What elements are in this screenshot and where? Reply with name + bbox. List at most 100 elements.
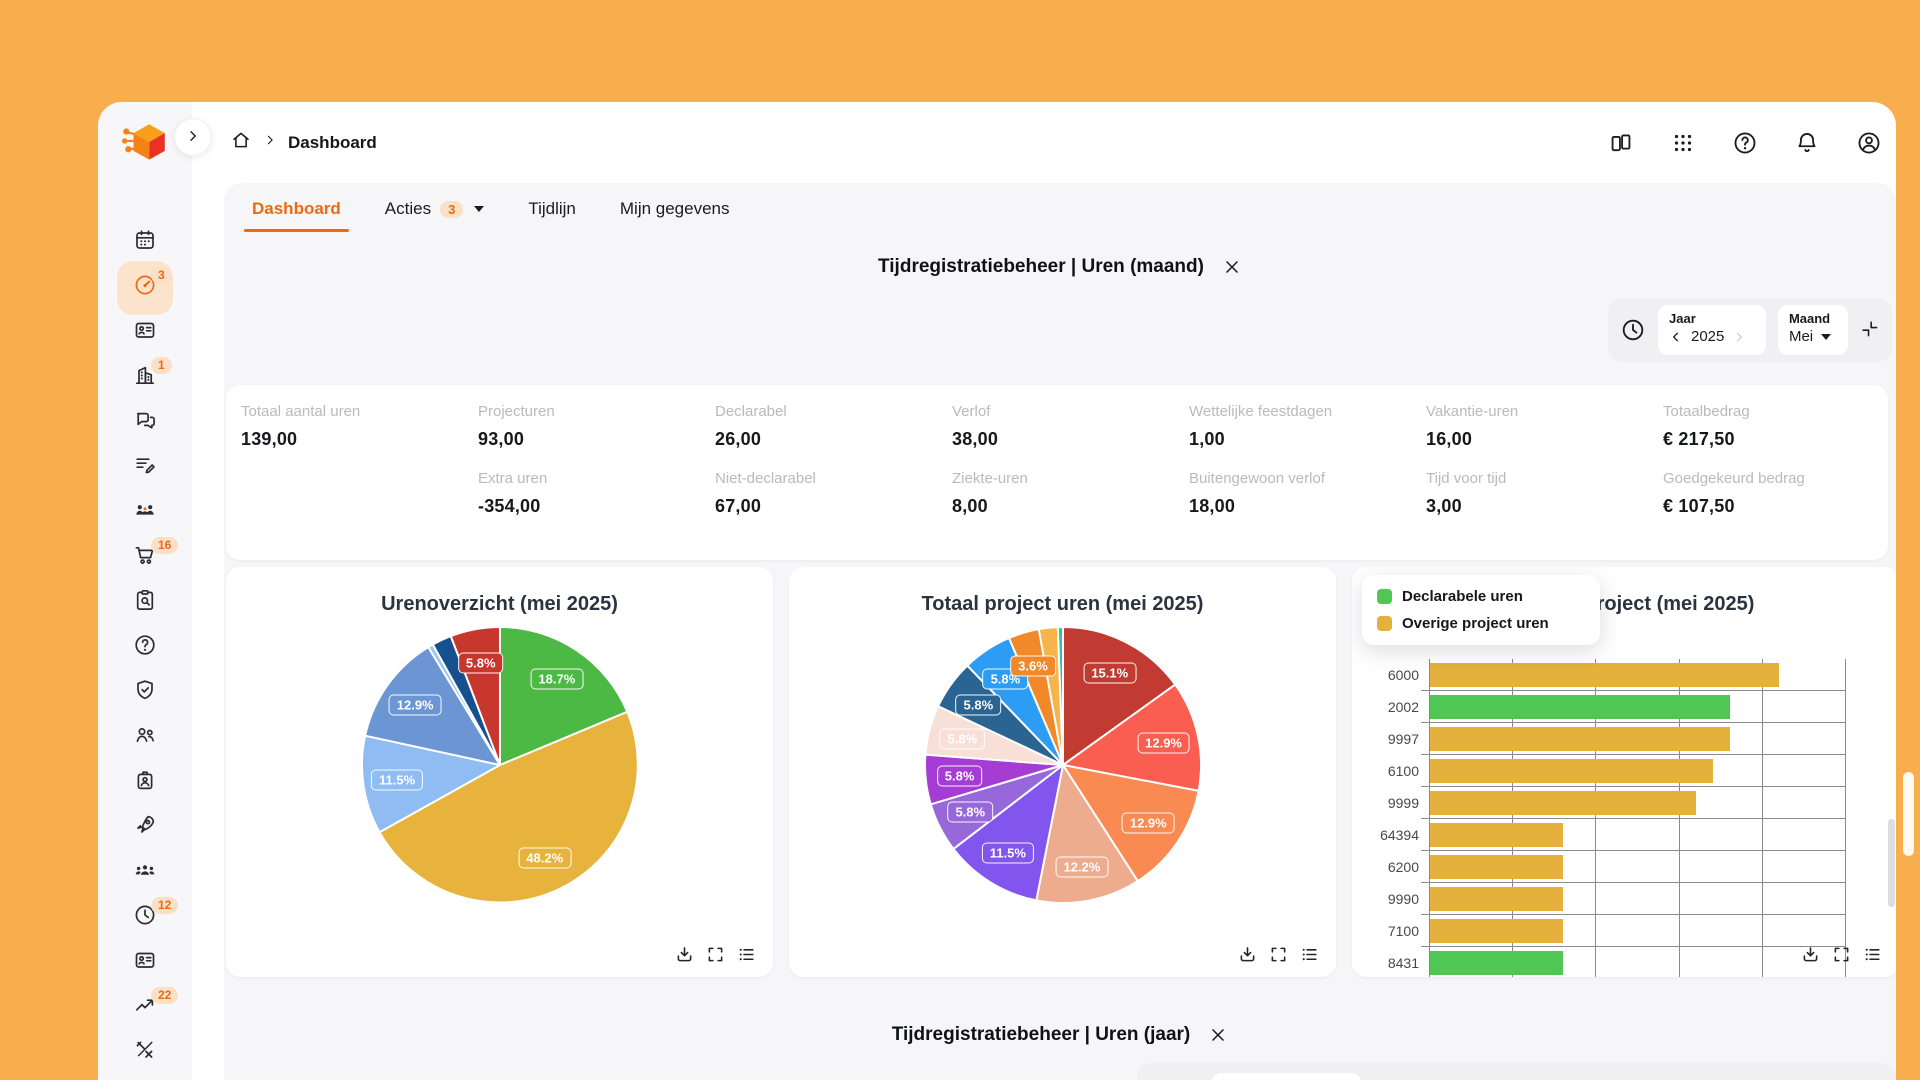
window-scrollbar[interactable] [1903,772,1914,856]
sidebar-expand-button[interactable] [174,118,212,156]
stat-label: Totaalbedrag [1663,403,1750,420]
sidebar-item-tools[interactable] [98,1030,192,1075]
close-month-section-button[interactable] [1222,257,1242,277]
page-title: Dashboard [288,132,377,152]
bar[interactable] [1430,663,1780,687]
chevron-down-icon[interactable] [474,206,485,212]
sidebar-item-shield[interactable] [98,670,192,715]
tab-acties[interactable]: Acties 3 [385,199,485,219]
sidebar-item-trend[interactable]: 22 [98,985,192,1030]
sidebar-item-help[interactable] [98,625,192,670]
bar[interactable] [1430,919,1564,943]
panel-button[interactable] [1608,130,1634,156]
stat-value: 1,00 [1189,429,1225,449]
sidebar-badge: 12 [151,897,179,914]
bar[interactable] [1430,951,1564,975]
close-year-section-button[interactable] [1208,1025,1228,1045]
bar-track [1429,947,1845,977]
stat-declarabel: Declarabel 26,00 [715,403,952,450]
panel-icon [1608,133,1634,159]
bar[interactable] [1430,759,1713,783]
download-button[interactable] [1237,944,1258,965]
tab-mijn-gegevens[interactable]: Mijn gegevens [620,199,730,219]
pie-chart[interactable]: 15.1% 12.9% 12.9% 12.2% 11.5% 5.8% 5.8% 5.8% 5.8… [923,625,1203,905]
bar[interactable] [1430,791,1697,815]
sidebar-item-people[interactable] [98,715,192,760]
stat-value: 8,00 [952,496,988,516]
bar-category-label: 2002 [1387,699,1419,715]
sidebar-item-badge-id[interactable] [98,760,192,805]
stat-value: 93,00 [478,429,525,449]
pie-slice-label: 12.9% [1121,812,1175,834]
team-icon [133,498,157,527]
bar-category-label: 6100 [1387,763,1419,779]
sidebar-item-cart[interactable]: 16 [98,535,192,580]
stat-value: 38,00 [952,429,999,449]
pie-slice-label: 5.8% [457,652,504,674]
pie-chart[interactable]: 18.7% 48.2% 11.5% 12.9% 5.8% [360,625,640,905]
fullscreen-button[interactable] [1831,944,1852,965]
bar-category-label: 9999 [1387,795,1419,811]
apps-grid-button[interactable] [1670,130,1696,156]
close-icon [1222,261,1242,280]
list-button[interactable] [736,944,757,965]
list-button[interactable] [1299,944,1320,965]
year-selector-partial[interactable] [1211,1073,1361,1080]
list-button[interactable] [1862,944,1883,965]
home-icon[interactable] [230,129,252,156]
year-selector[interactable]: Jaar 2025 [1658,305,1766,355]
sidebar-item-id-card[interactable] [98,310,192,355]
sidebar-item-clock[interactable]: 12 [98,895,192,940]
sidebar-item-clipboard-search[interactable] [98,580,192,625]
legend-item: Overige project uren [1377,615,1585,632]
sidebar-item-calendar[interactable] [98,220,192,265]
pie-slice-label: 5.8% [955,694,1002,716]
bar-track [1421,915,1845,947]
fullscreen-button[interactable] [1268,944,1289,965]
chart-actions [1237,944,1320,965]
tab-dashboard[interactable]: Dashboard [244,199,349,232]
bar[interactable] [1430,887,1564,911]
app-logo[interactable] [120,118,170,168]
sidebar-item-task-list[interactable] [98,445,192,490]
next-year-icon[interactable] [1732,330,1746,344]
stat-label: Extra uren [478,470,548,487]
previous-year-icon[interactable] [1669,330,1683,344]
sidebar-item-group[interactable] [98,850,192,895]
sidebar-item-company[interactable]: 1 [98,355,192,400]
stats-card: Totaal aantal uren 139,00 Projecturen 93,… [226,385,1888,560]
bar[interactable] [1430,823,1564,847]
notifications-button[interactable] [1794,130,1820,156]
help-button[interactable] [1732,130,1758,156]
download-button[interactable] [674,944,695,965]
sidebar-item-team[interactable] [98,490,192,535]
tools-icon [133,1038,157,1067]
sidebar-item-chat[interactable] [98,400,192,445]
bar-chart-plot[interactable]: 6000 2002 9997 6100 9999 64394 6200 9990 [1352,659,1896,977]
bar[interactable] [1430,855,1564,879]
stat-value: € 217,50 [1663,429,1735,449]
clock-icon [133,903,157,932]
account-button[interactable] [1856,130,1882,156]
tab-tijdlijn[interactable]: Tijdlijn [528,199,576,219]
sidebar-item-contact-card[interactable] [98,940,192,985]
sidebar-item-rocket[interactable] [98,805,192,850]
notifications-icon [1794,132,1820,159]
gridline [1845,659,1846,977]
collapse-panel-icon[interactable] [1860,319,1880,341]
bar[interactable] [1430,727,1730,751]
sidebar-item-dashboard[interactable]: 3 [98,265,192,310]
fullscreen-button[interactable] [705,944,726,965]
bar-track [1421,883,1845,915]
chevron-right-icon [185,128,201,147]
bar-track [1421,851,1845,883]
chevron-down-icon[interactable] [1821,333,1832,340]
pie-slice-label: 48.2% [518,847,572,869]
download-button[interactable] [1800,944,1821,965]
bar[interactable] [1430,695,1730,719]
chart-scrollbar[interactable] [1888,819,1895,907]
list-icon [736,948,757,968]
chart-card-totaal-project-uren: Totaal project uren (mei 2025) 15.1% 12.9%… [789,567,1336,977]
chart-actions [674,944,757,965]
month-selector[interactable]: Maand Mei [1777,305,1849,355]
